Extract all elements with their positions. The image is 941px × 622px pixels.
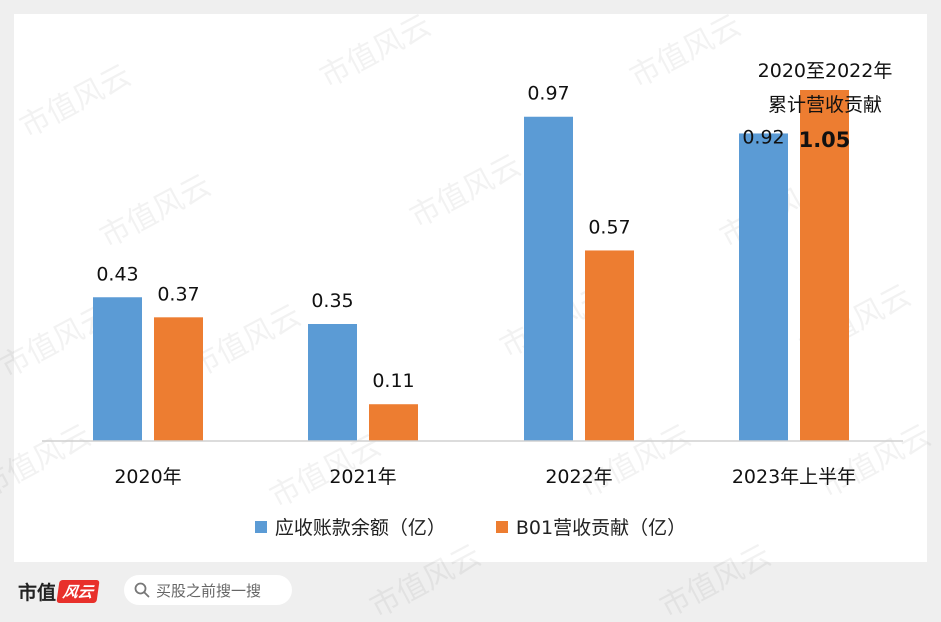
annotation-line1: 2020至2022年 [758, 60, 893, 82]
watermark-text: 市值风云 [94, 168, 216, 255]
bar-receivables [93, 297, 142, 441]
legend-item-b01-revenue: B01营收贡献（亿） [495, 513, 687, 540]
legend-swatch-b01-revenue [495, 520, 508, 533]
watermark-text: 市值风云 [624, 8, 746, 95]
annotation-line2: 累计营收贡献 [768, 94, 882, 116]
watermark-text: 市值风云 [14, 58, 136, 145]
data-label-b01-revenue: 1.05 [799, 128, 851, 152]
x-tick-label: 2023年上半年 [732, 466, 856, 488]
search-icon [134, 582, 150, 598]
brand-seal: 风云 [56, 580, 100, 603]
brand-logo[interactable]: 市值 风云 [18, 578, 100, 605]
legend: 应收账款余额（亿） B01营收贡献（亿） [0, 513, 941, 540]
legend-label-b01-revenue: B01营收贡献（亿） [515, 517, 687, 539]
search-placeholder: 买股之前搜一搜 [156, 581, 262, 600]
bar-b01-revenue [585, 250, 634, 441]
legend-item-receivables: 应收账款余额（亿） [254, 513, 446, 540]
legend-label-receivables: 应收账款余额（亿） [274, 517, 446, 539]
footer-bar: 市值 风云 买股之前搜一搜 [0, 562, 941, 622]
legend-swatch-receivables [254, 520, 267, 533]
data-label-b01-revenue: 0.57 [588, 216, 630, 238]
watermark-text: 市值风云 [314, 8, 436, 95]
data-label-b01-revenue: 0.11 [372, 370, 414, 392]
bar-b01-revenue [369, 404, 418, 441]
data-label-receivables: 0.97 [527, 83, 569, 105]
data-label-receivables: 0.35 [311, 290, 353, 312]
brand-text: 市值 [18, 582, 57, 604]
x-tick-label: 2022年 [545, 466, 612, 488]
data-label-receivables: 0.92 [742, 126, 784, 148]
watermark-text: 市值风云 [0, 418, 97, 505]
data-label-b01-revenue: 0.37 [157, 283, 199, 305]
x-tick-layer: 2020年 2021年 2022年 2023年上半年 [114, 466, 856, 488]
watermark-text: 市值风云 [404, 148, 526, 235]
bar-b01-revenue [800, 90, 849, 441]
bars-layer: 0.43 0.35 0.97 0.92 0.37 0.11 0.57 1.05 [93, 83, 850, 441]
bar-receivables [524, 116, 573, 441]
bar-receivables [308, 324, 357, 441]
search-box[interactable]: 买股之前搜一搜 [124, 575, 292, 605]
bar-b01-revenue [154, 317, 203, 441]
x-tick-label: 2021年 [329, 466, 396, 488]
data-label-receivables: 0.43 [96, 263, 138, 285]
x-tick-label: 2020年 [114, 466, 181, 488]
bar-receivables [739, 133, 788, 441]
